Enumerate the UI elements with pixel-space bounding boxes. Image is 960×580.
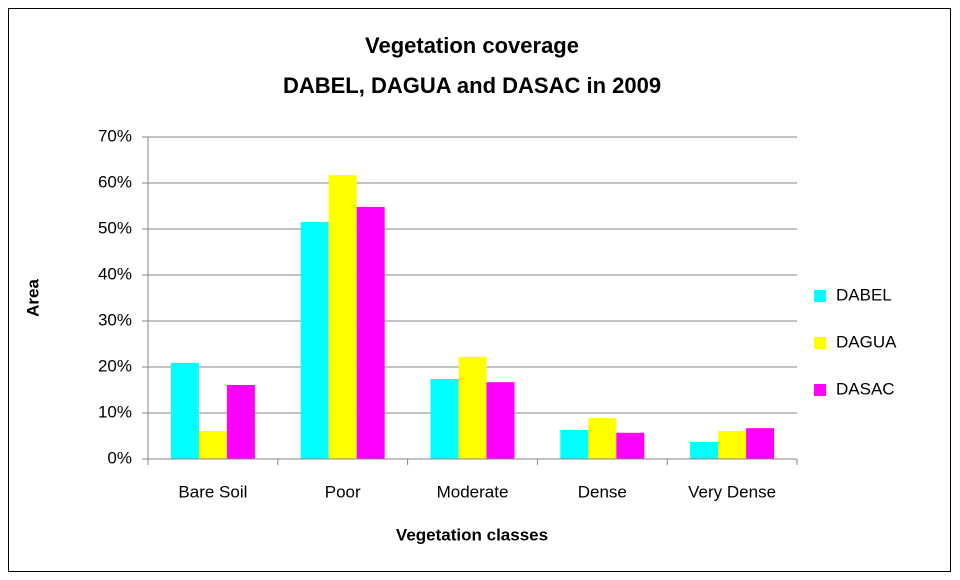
bar (226, 384, 255, 459)
x-tick-label: Moderate (437, 482, 509, 501)
x-tick-label: Very Dense (688, 482, 776, 501)
bar (486, 382, 515, 459)
legend-label: DABEL (836, 285, 892, 304)
bar (588, 418, 617, 459)
bar (356, 206, 385, 459)
bar (560, 430, 589, 459)
x-axis-label: Vegetation classes (396, 525, 548, 544)
y-tick-label: 60% (98, 172, 132, 191)
y-tick-label: 10% (98, 402, 132, 421)
chart-title: DABEL, DAGUA and DASAC in 2009 (283, 73, 661, 98)
bar (328, 175, 357, 459)
y-tick-label: 40% (98, 264, 132, 283)
bar (616, 432, 645, 459)
bar (746, 428, 775, 459)
chart-border (8, 8, 951, 572)
bar (430, 378, 459, 459)
y-tick-label: 30% (98, 310, 132, 329)
bar (170, 362, 199, 459)
bar (690, 441, 719, 459)
bar (458, 356, 487, 459)
chart-title: Vegetation coverage (365, 33, 579, 58)
bar (198, 430, 227, 459)
legend-label: DASAC (836, 379, 895, 398)
x-tick-label: Bare Soil (178, 482, 247, 501)
y-tick-label: 50% (98, 218, 132, 237)
bar (718, 430, 747, 459)
legend-swatch (814, 290, 826, 302)
y-axis-label: Area (23, 279, 42, 317)
legend-label: DAGUA (836, 332, 897, 351)
x-tick-label: Poor (325, 482, 361, 501)
y-tick-label: 0% (107, 448, 132, 467)
legend-swatch (814, 337, 826, 349)
x-tick-label: Dense (578, 482, 627, 501)
bar (300, 222, 329, 459)
y-tick-label: 70% (98, 126, 132, 145)
y-tick-label: 20% (98, 356, 132, 375)
legend-swatch (814, 384, 826, 396)
